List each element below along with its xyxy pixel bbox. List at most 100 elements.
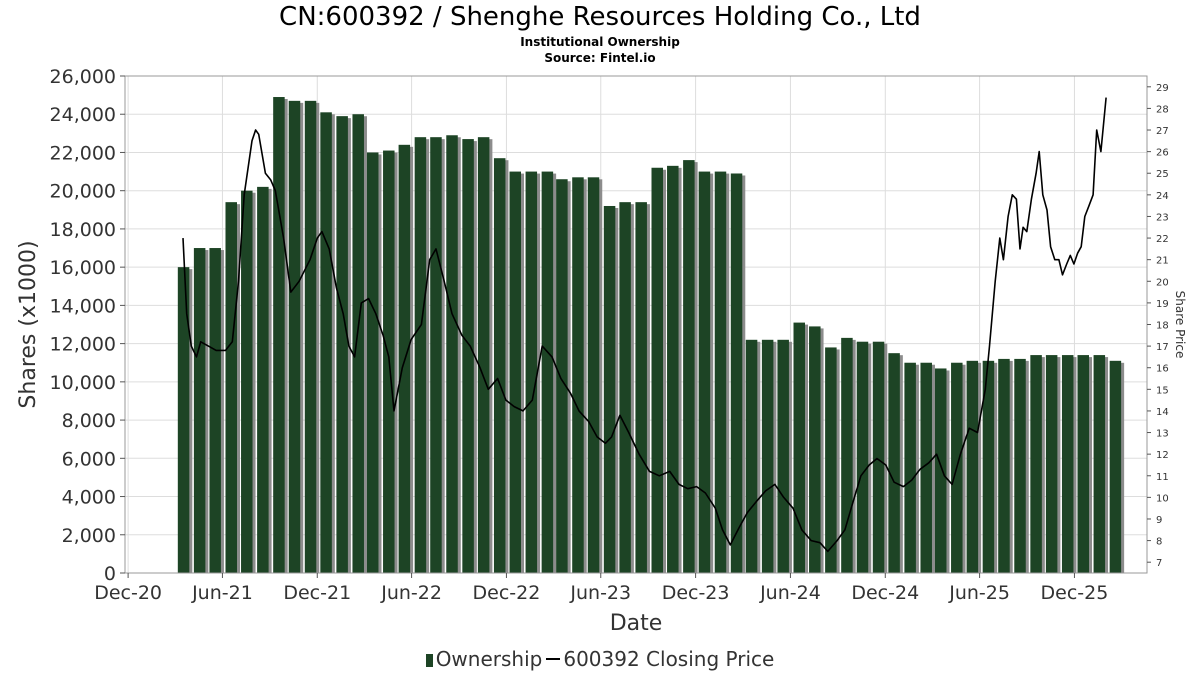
- ownership-bar: [462, 139, 474, 574]
- ownership-bar: [288, 100, 301, 573]
- x-tick-label: Jun-21: [191, 582, 253, 604]
- ownership-bar: [761, 339, 774, 573]
- x-tick-label: Dec-20: [94, 582, 162, 604]
- ownership-bar: [998, 358, 1010, 573]
- y2-tick-label: 29: [1156, 83, 1169, 94]
- ownership-bar: [635, 202, 647, 573]
- ownership-bar: [730, 173, 743, 573]
- y-tick-label: 2,000: [62, 525, 116, 547]
- y-tick-label: 10,000: [50, 372, 116, 394]
- y2-tick-label: 7: [1156, 558, 1162, 569]
- ownership-bar: [683, 160, 695, 573]
- ownership-bar: [556, 179, 568, 573]
- y2-tick-label: 14: [1156, 407, 1169, 418]
- ownership-bar: [667, 165, 679, 574]
- ownership-bar: [966, 360, 979, 573]
- x-tick-label: Dec-21: [283, 582, 351, 604]
- ownership-bar: [525, 171, 538, 574]
- y2-tick-label: 8: [1156, 537, 1162, 548]
- ownership-bar: [698, 171, 711, 574]
- ownership-bar: [841, 337, 853, 573]
- ownership-bar: [982, 360, 995, 573]
- legend-ownership-label: Ownership: [435, 647, 543, 671]
- legend-ownership-swatch: [425, 654, 433, 667]
- ownership-bar: [1045, 355, 1058, 573]
- x-tick-label: Jun-25: [948, 582, 1010, 604]
- ownership-bar: [587, 177, 600, 574]
- y2-axis-title: Share Price: [1173, 291, 1187, 359]
- ownership-bar: [509, 171, 521, 574]
- ownership-bar: [1077, 355, 1090, 573]
- y-tick-label: 16,000: [50, 257, 116, 279]
- y2-tick-label: 23: [1156, 212, 1169, 223]
- y2-tick-label: 26: [1156, 148, 1169, 159]
- axes: 0 2,000 4,000 6,000 8,000 10,000 12,000 14,000 1…: [16, 66, 1187, 636]
- ownership-bar: [904, 362, 916, 573]
- y2-tick-label: 13: [1156, 429, 1169, 440]
- y2-tick-label: 22: [1156, 234, 1169, 245]
- y-tick-label: 4,000: [62, 487, 116, 509]
- ownership-bar: [352, 114, 364, 573]
- y-tick-label: 20,000: [50, 181, 116, 203]
- y-tick-label: 8,000: [62, 410, 116, 432]
- y2-tick-label: 21: [1156, 256, 1169, 267]
- y2-tick-label: 15: [1156, 385, 1169, 396]
- ownership-bar: [777, 339, 789, 573]
- y2-tick-label: 20: [1156, 277, 1169, 288]
- x-tick-label: Dec-22: [473, 582, 541, 604]
- y-tick-label: 18,000: [50, 219, 116, 241]
- y-axis-title: Shares (x1000): [16, 240, 41, 408]
- x-axis-title: Date: [610, 611, 663, 636]
- y-tick-label: 12,000: [50, 334, 116, 356]
- x-tick-label: Jun-22: [380, 582, 442, 604]
- y-tick-label: 14,000: [50, 295, 116, 317]
- y2-tick-label: 16: [1156, 364, 1169, 375]
- ownership-bar: [920, 362, 932, 573]
- y2-tick-label: 25: [1156, 169, 1169, 180]
- ownership-bar: [177, 267, 190, 573]
- ownership-bar: [225, 202, 237, 573]
- chart-source: Source: Fintel.io: [544, 51, 656, 65]
- legend-price-swatch: [546, 658, 561, 660]
- y2-tick-label: 17: [1156, 342, 1169, 353]
- ownership-bar: [619, 202, 631, 573]
- ownership-bar: [1061, 355, 1074, 573]
- ownership-bar: [304, 100, 317, 573]
- ownership-bars: [177, 97, 1125, 574]
- ownership-bar: [477, 137, 490, 573]
- ownership-bar: [320, 112, 332, 574]
- ownership-bar: [1109, 360, 1122, 573]
- x-tick-label: Jun-24: [759, 582, 821, 604]
- x-tick-label: Jun-23: [569, 582, 631, 604]
- ownership-bar: [872, 341, 885, 573]
- x-tick-label: Dec-25: [1041, 582, 1109, 604]
- ownership-bar: [193, 248, 206, 574]
- ownership-bar: [493, 158, 506, 573]
- ownership-bar: [1093, 355, 1106, 573]
- x-tick-label: Dec-23: [662, 582, 730, 604]
- legend-ownership: Ownership: [425, 647, 543, 671]
- y-tick-label: 0: [104, 563, 116, 585]
- ownership-bar: [257, 186, 269, 573]
- y-tick-label: 24,000: [50, 104, 116, 126]
- ownership-bar: [745, 339, 758, 573]
- legend-price-label: 600392 Closing Price: [563, 647, 775, 671]
- y-tick-label: 26,000: [50, 66, 116, 88]
- y2-tick-label: 24: [1156, 191, 1169, 202]
- ownership-bar: [241, 190, 253, 573]
- y2-tick-label: 27: [1156, 126, 1169, 137]
- ownership-bar: [366, 152, 379, 573]
- ownership-bar: [714, 171, 727, 574]
- ownership-bar: [793, 322, 806, 573]
- chart-title: CN:600392 / Shenghe Resources Holding Co…: [279, 2, 921, 32]
- ownership-bar: [336, 116, 348, 574]
- y2-tick-label: 12: [1156, 450, 1169, 461]
- chart-subtitle: Institutional Ownership: [520, 35, 680, 49]
- y2-tick-label: 18: [1156, 321, 1169, 332]
- legend: Ownership 600392 Closing Price: [0, 647, 1200, 671]
- ownership-bar: [414, 137, 427, 573]
- ownership-bar: [1030, 355, 1042, 573]
- y2-tick-label: 19: [1156, 299, 1169, 310]
- ownership-bar: [888, 353, 900, 573]
